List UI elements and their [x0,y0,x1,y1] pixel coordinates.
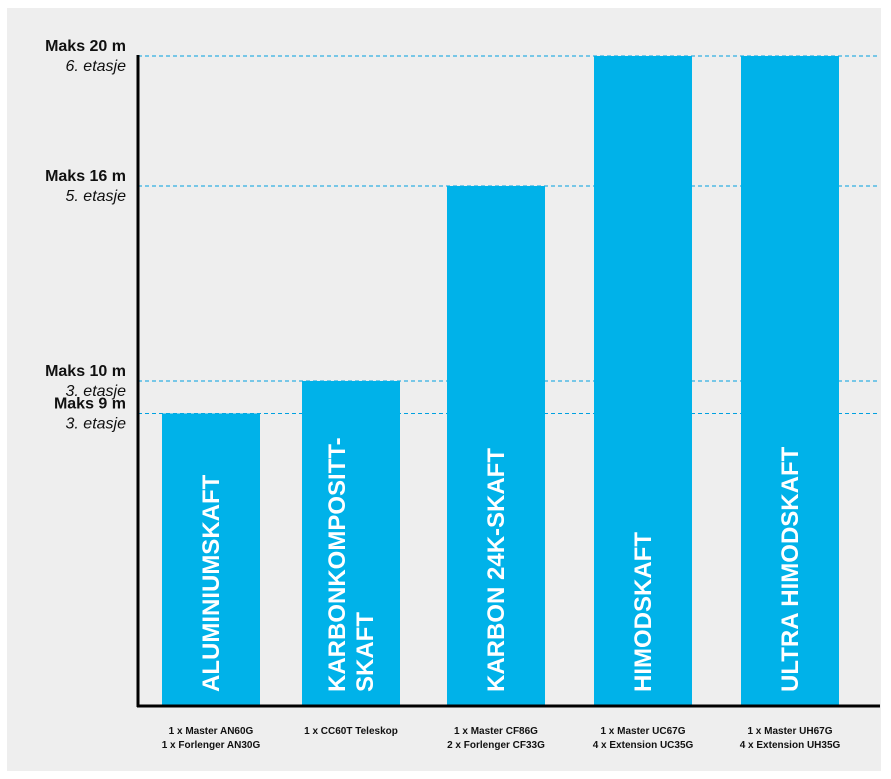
bar-4 [594,56,692,706]
model-label: 1 x Master UC67G [600,726,685,737]
level-height-label: Maks 20 m [45,38,126,55]
bar-3 [447,186,545,706]
model-label: 4 x Extension UC35G [593,740,694,751]
bar-label: KARBONKOMPOSITT- [324,437,351,692]
model-label: 1 x CC60T Teleskop [304,726,398,737]
model-label-layer: 1 x Master AN60G 1 x Forlenger AN30G 1 x C… [162,726,841,751]
level-height-label: Maks 9 m [54,396,126,413]
level-height-label: Maks 10 m [45,363,126,380]
bar-label: ULTRA HIMODSKAFT [777,446,804,692]
bar-2 [302,381,400,706]
model-label: 1 x Master CF86G [454,726,538,737]
bar-label: HIMODSKAFT [630,532,657,692]
model-label: 4 x Extension UH35G [740,740,841,751]
axis-layer [136,55,880,708]
bar-label: KARBON 24K-SKAFT [483,448,510,692]
bar-layer: ALUMINIUMSKAFT KARBONKOMPOSITT- SKAFT KARBO… [162,56,839,706]
level-floor-label: 3. etasje [66,383,127,400]
level-floor-label: 5. etasje [66,188,127,205]
level-floor-label: 3. etasje [66,416,127,433]
bar-5 [741,56,839,706]
model-label: 1 x Master AN60G [169,726,254,737]
bar-label: ALUMINIUMSKAFT [198,474,225,692]
model-label: 1 x Forlenger AN30G [162,740,261,751]
model-label: 2 x Forlenger CF33G [447,740,545,751]
model-label: 1 x Master UH67G [747,726,832,737]
level-height-label: Maks 16 m [45,168,126,185]
level-label-layer: Maks 20 m 6. etasje Maks 16 m 5. etasje Maks… [45,38,126,433]
chart-background-panel [7,8,881,771]
bar-1 [162,413,260,706]
bar-label: SKAFT [352,612,379,692]
level-floor-label: 6. etasje [66,58,127,75]
